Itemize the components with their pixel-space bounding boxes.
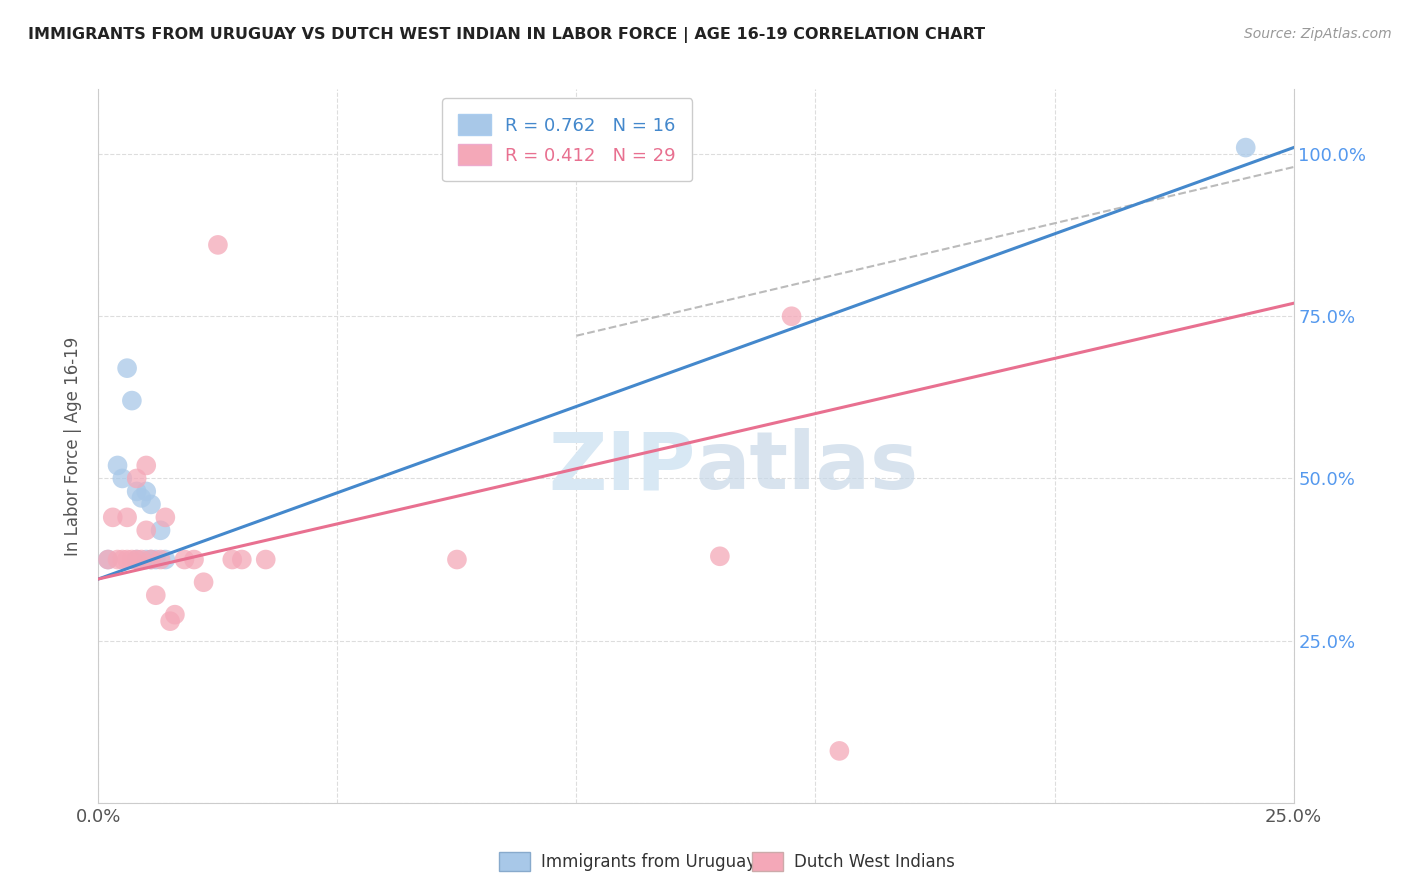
Point bbox=[121, 393, 143, 408]
Point bbox=[145, 552, 167, 566]
Point bbox=[115, 552, 138, 566]
Point bbox=[121, 552, 143, 566]
Point bbox=[145, 588, 167, 602]
Point bbox=[125, 484, 148, 499]
Point bbox=[149, 524, 172, 538]
Point bbox=[149, 552, 172, 566]
Point bbox=[131, 552, 153, 566]
Point bbox=[139, 552, 162, 566]
Point bbox=[107, 458, 129, 473]
Point bbox=[135, 524, 157, 538]
Point bbox=[97, 552, 120, 566]
Point bbox=[139, 497, 162, 511]
Point bbox=[193, 575, 215, 590]
Point bbox=[135, 484, 157, 499]
Point bbox=[159, 614, 181, 628]
Point bbox=[207, 238, 229, 252]
Point bbox=[131, 491, 153, 505]
Point bbox=[97, 552, 120, 566]
Text: IMMIGRANTS FROM URUGUAY VS DUTCH WEST INDIAN IN LABOR FORCE | AGE 16-19 CORRELAT: IMMIGRANTS FROM URUGUAY VS DUTCH WEST IN… bbox=[28, 27, 986, 43]
Legend: R = 0.762   N = 16, R = 0.412   N = 29: R = 0.762 N = 16, R = 0.412 N = 29 bbox=[441, 98, 692, 181]
Point bbox=[111, 471, 134, 485]
Point bbox=[125, 471, 148, 485]
Point bbox=[254, 552, 277, 566]
Point bbox=[446, 552, 468, 566]
Text: ZIP: ZIP bbox=[548, 428, 696, 507]
Text: Immigrants from Uruguay: Immigrants from Uruguay bbox=[541, 853, 756, 871]
Point bbox=[155, 552, 177, 566]
Text: Dutch West Indians: Dutch West Indians bbox=[794, 853, 955, 871]
Point bbox=[135, 458, 157, 473]
Point bbox=[111, 552, 134, 566]
Point bbox=[231, 552, 253, 566]
Point bbox=[828, 744, 851, 758]
Point bbox=[1234, 140, 1257, 154]
Point bbox=[115, 510, 138, 524]
Point bbox=[135, 552, 157, 566]
Point bbox=[173, 552, 195, 566]
Point bbox=[155, 510, 177, 524]
Point bbox=[107, 552, 129, 566]
Text: Source: ZipAtlas.com: Source: ZipAtlas.com bbox=[1244, 27, 1392, 41]
Point bbox=[221, 552, 243, 566]
Point bbox=[125, 552, 148, 566]
Text: atlas: atlas bbox=[696, 428, 920, 507]
Point bbox=[183, 552, 205, 566]
Point bbox=[709, 549, 731, 564]
Point bbox=[101, 510, 124, 524]
Point bbox=[780, 310, 803, 324]
Point bbox=[163, 607, 186, 622]
Point bbox=[125, 552, 148, 566]
Y-axis label: In Labor Force | Age 16-19: In Labor Force | Age 16-19 bbox=[65, 336, 83, 556]
Point bbox=[115, 361, 138, 376]
Point bbox=[139, 552, 162, 566]
